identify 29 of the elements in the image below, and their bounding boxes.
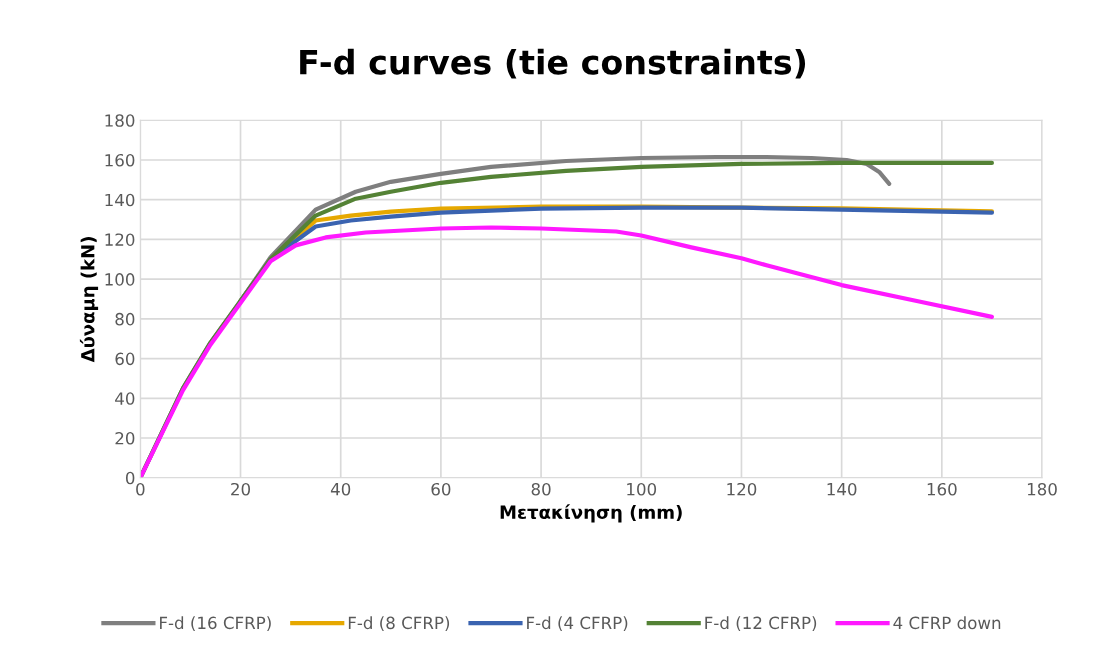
x-tick-label: 40 bbox=[330, 482, 351, 496]
x-tick-label: 140 bbox=[827, 482, 857, 496]
y-axis-title: Δύναμη (kN) bbox=[79, 237, 99, 363]
x-tick-label: 100 bbox=[627, 482, 657, 496]
legend-label: F-d (8 CFRP) bbox=[348, 616, 450, 632]
y-tick-label: 180 bbox=[105, 114, 135, 127]
legend-label: F-d (4 CFRP) bbox=[527, 616, 628, 632]
x-tick-label: 180 bbox=[1027, 482, 1057, 496]
legend-label: F-d (16 CFRP) bbox=[160, 616, 271, 632]
x-tick-label: 160 bbox=[927, 482, 957, 496]
x-axis-title: Μετακίνηση (mm) bbox=[500, 504, 682, 523]
y-tick-label: 60 bbox=[115, 352, 135, 366]
y-tick-label: 0 bbox=[125, 471, 135, 485]
y-tick-label: 100 bbox=[105, 273, 135, 286]
y-tick-label: 20 bbox=[115, 431, 135, 445]
x-tick-label: 120 bbox=[727, 482, 757, 496]
y-tick-label: 160 bbox=[105, 153, 135, 167]
legend-label: F-d (12 CFRP) bbox=[705, 616, 817, 632]
chart-title: F-d curves (tie constraints) bbox=[300, 48, 806, 79]
y-tick-label: 140 bbox=[105, 193, 135, 207]
x-tick-label: 20 bbox=[231, 482, 251, 496]
x-tick-label: 0 bbox=[136, 482, 145, 496]
y-tick-label: 120 bbox=[105, 233, 135, 246]
x-tick-label: 80 bbox=[531, 482, 551, 496]
y-tick-label: 80 bbox=[115, 312, 135, 326]
legend-label: 4 CFRP down bbox=[893, 616, 1001, 630]
line-series bbox=[140, 225, 995, 478]
x-tick-label: 60 bbox=[431, 482, 451, 496]
y-tick-label: 40 bbox=[115, 392, 135, 405]
